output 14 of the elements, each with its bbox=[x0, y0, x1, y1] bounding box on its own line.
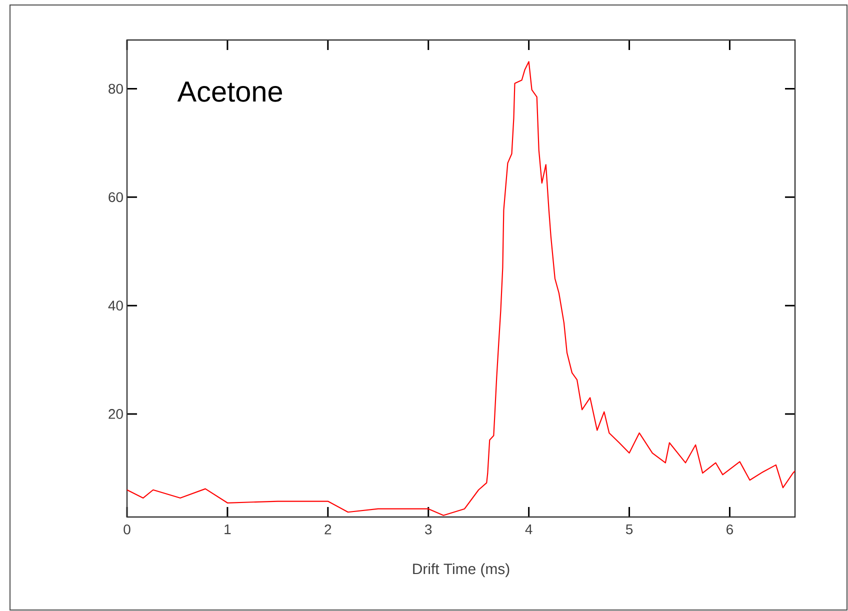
x-tick-label: 6 bbox=[726, 524, 733, 534]
x-tick-label: 0 bbox=[124, 524, 130, 534]
x-tick-label: 4 bbox=[525, 524, 532, 534]
x-axis-title: Drift Time (ms) bbox=[413, 563, 510, 578]
y-tick-label: 80 bbox=[108, 84, 123, 94]
text: Acetone bbox=[177, 82, 282, 102]
line-series bbox=[127, 61, 796, 516]
x-tick-label: 3 bbox=[425, 524, 432, 534]
x-tick-label: 2 bbox=[324, 524, 332, 534]
y-tick-label: 20 bbox=[108, 409, 123, 419]
y-tick-label: 40 bbox=[108, 300, 123, 311]
x-tick-label: 1 bbox=[224, 524, 231, 534]
y-tick-label: 60 bbox=[108, 192, 123, 202]
x-tick-label: 5 bbox=[626, 524, 633, 534]
